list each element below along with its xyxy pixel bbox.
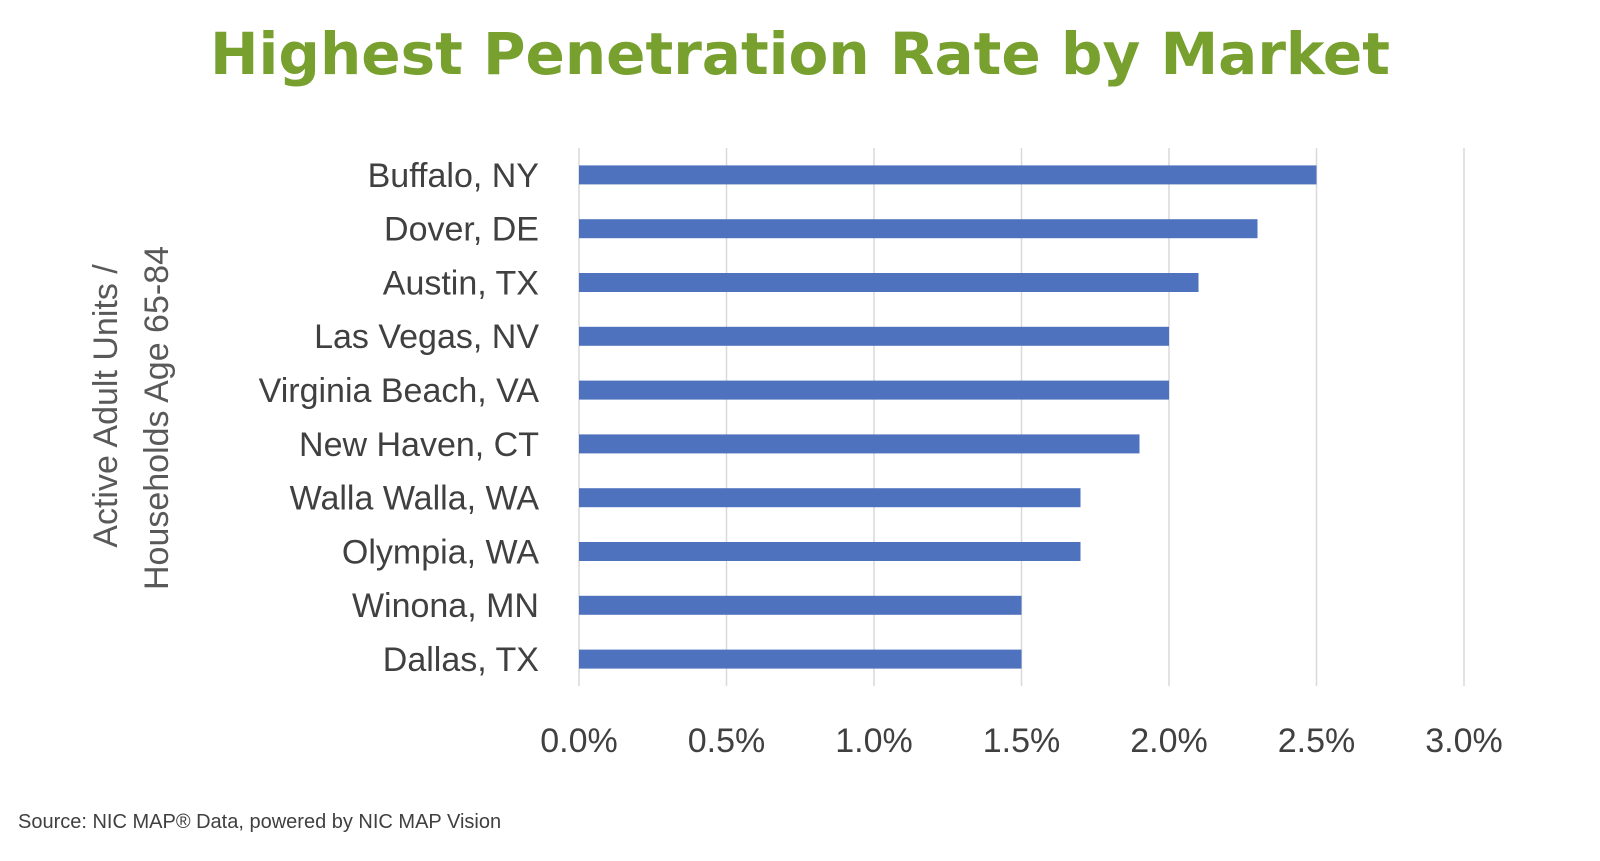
x-tick-label: 0.5%: [688, 722, 766, 760]
category-label: Dallas, TX: [383, 641, 539, 679]
x-tick-label: 3.0%: [1425, 722, 1503, 760]
category-label: Dover, DE: [384, 211, 539, 249]
category-label: New Haven, CT: [299, 426, 539, 464]
bar: [579, 488, 1081, 508]
x-tick-label: 0.0%: [540, 722, 618, 760]
x-tick-label: 2.5%: [1278, 722, 1356, 760]
category-label: Virginia Beach, VA: [259, 372, 540, 410]
bar: [579, 326, 1169, 346]
bar: [579, 165, 1317, 185]
bar: [579, 542, 1081, 561]
bar: [579, 649, 1022, 669]
y-axis-title: Active Adult Units / Households Age 65-8…: [87, 246, 176, 590]
category-label: Olympia, WA: [342, 533, 539, 571]
x-tick-label: 1.0%: [835, 722, 913, 760]
bar: [579, 219, 1258, 239]
bar: [579, 380, 1169, 400]
category-label: Las Vegas, NV: [314, 318, 539, 356]
bars: [579, 165, 1317, 669]
bar: [579, 273, 1199, 292]
x-tick-label: 2.0%: [1130, 722, 1208, 760]
x-tick-label: 1.5%: [983, 722, 1061, 760]
y-axis-title-line-2: Households Age 65-84: [138, 246, 176, 590]
y-axis-title-line-1: Active Adult Units /: [87, 264, 125, 548]
category-label: Austin, TX: [383, 264, 539, 302]
source-note: Source: NIC MAP® Data, powered by NIC MA…: [18, 811, 502, 833]
category-label: Winona, MN: [352, 587, 539, 625]
chart-title: Highest Penetration Rate by Market: [210, 20, 1390, 88]
category-label: Buffalo, NY: [368, 157, 539, 195]
x-axis-tick-labels: 0.0% 0.5% 1.0% 1.5% 2.0% 2.5% 3.0%: [540, 722, 1503, 760]
category-label: Walla Walla, WA: [290, 480, 540, 518]
bar: [579, 434, 1140, 454]
category-labels: Buffalo, NY Dover, DE Austin, TX Las Vegas,…: [259, 157, 540, 679]
bar: [579, 595, 1022, 615]
